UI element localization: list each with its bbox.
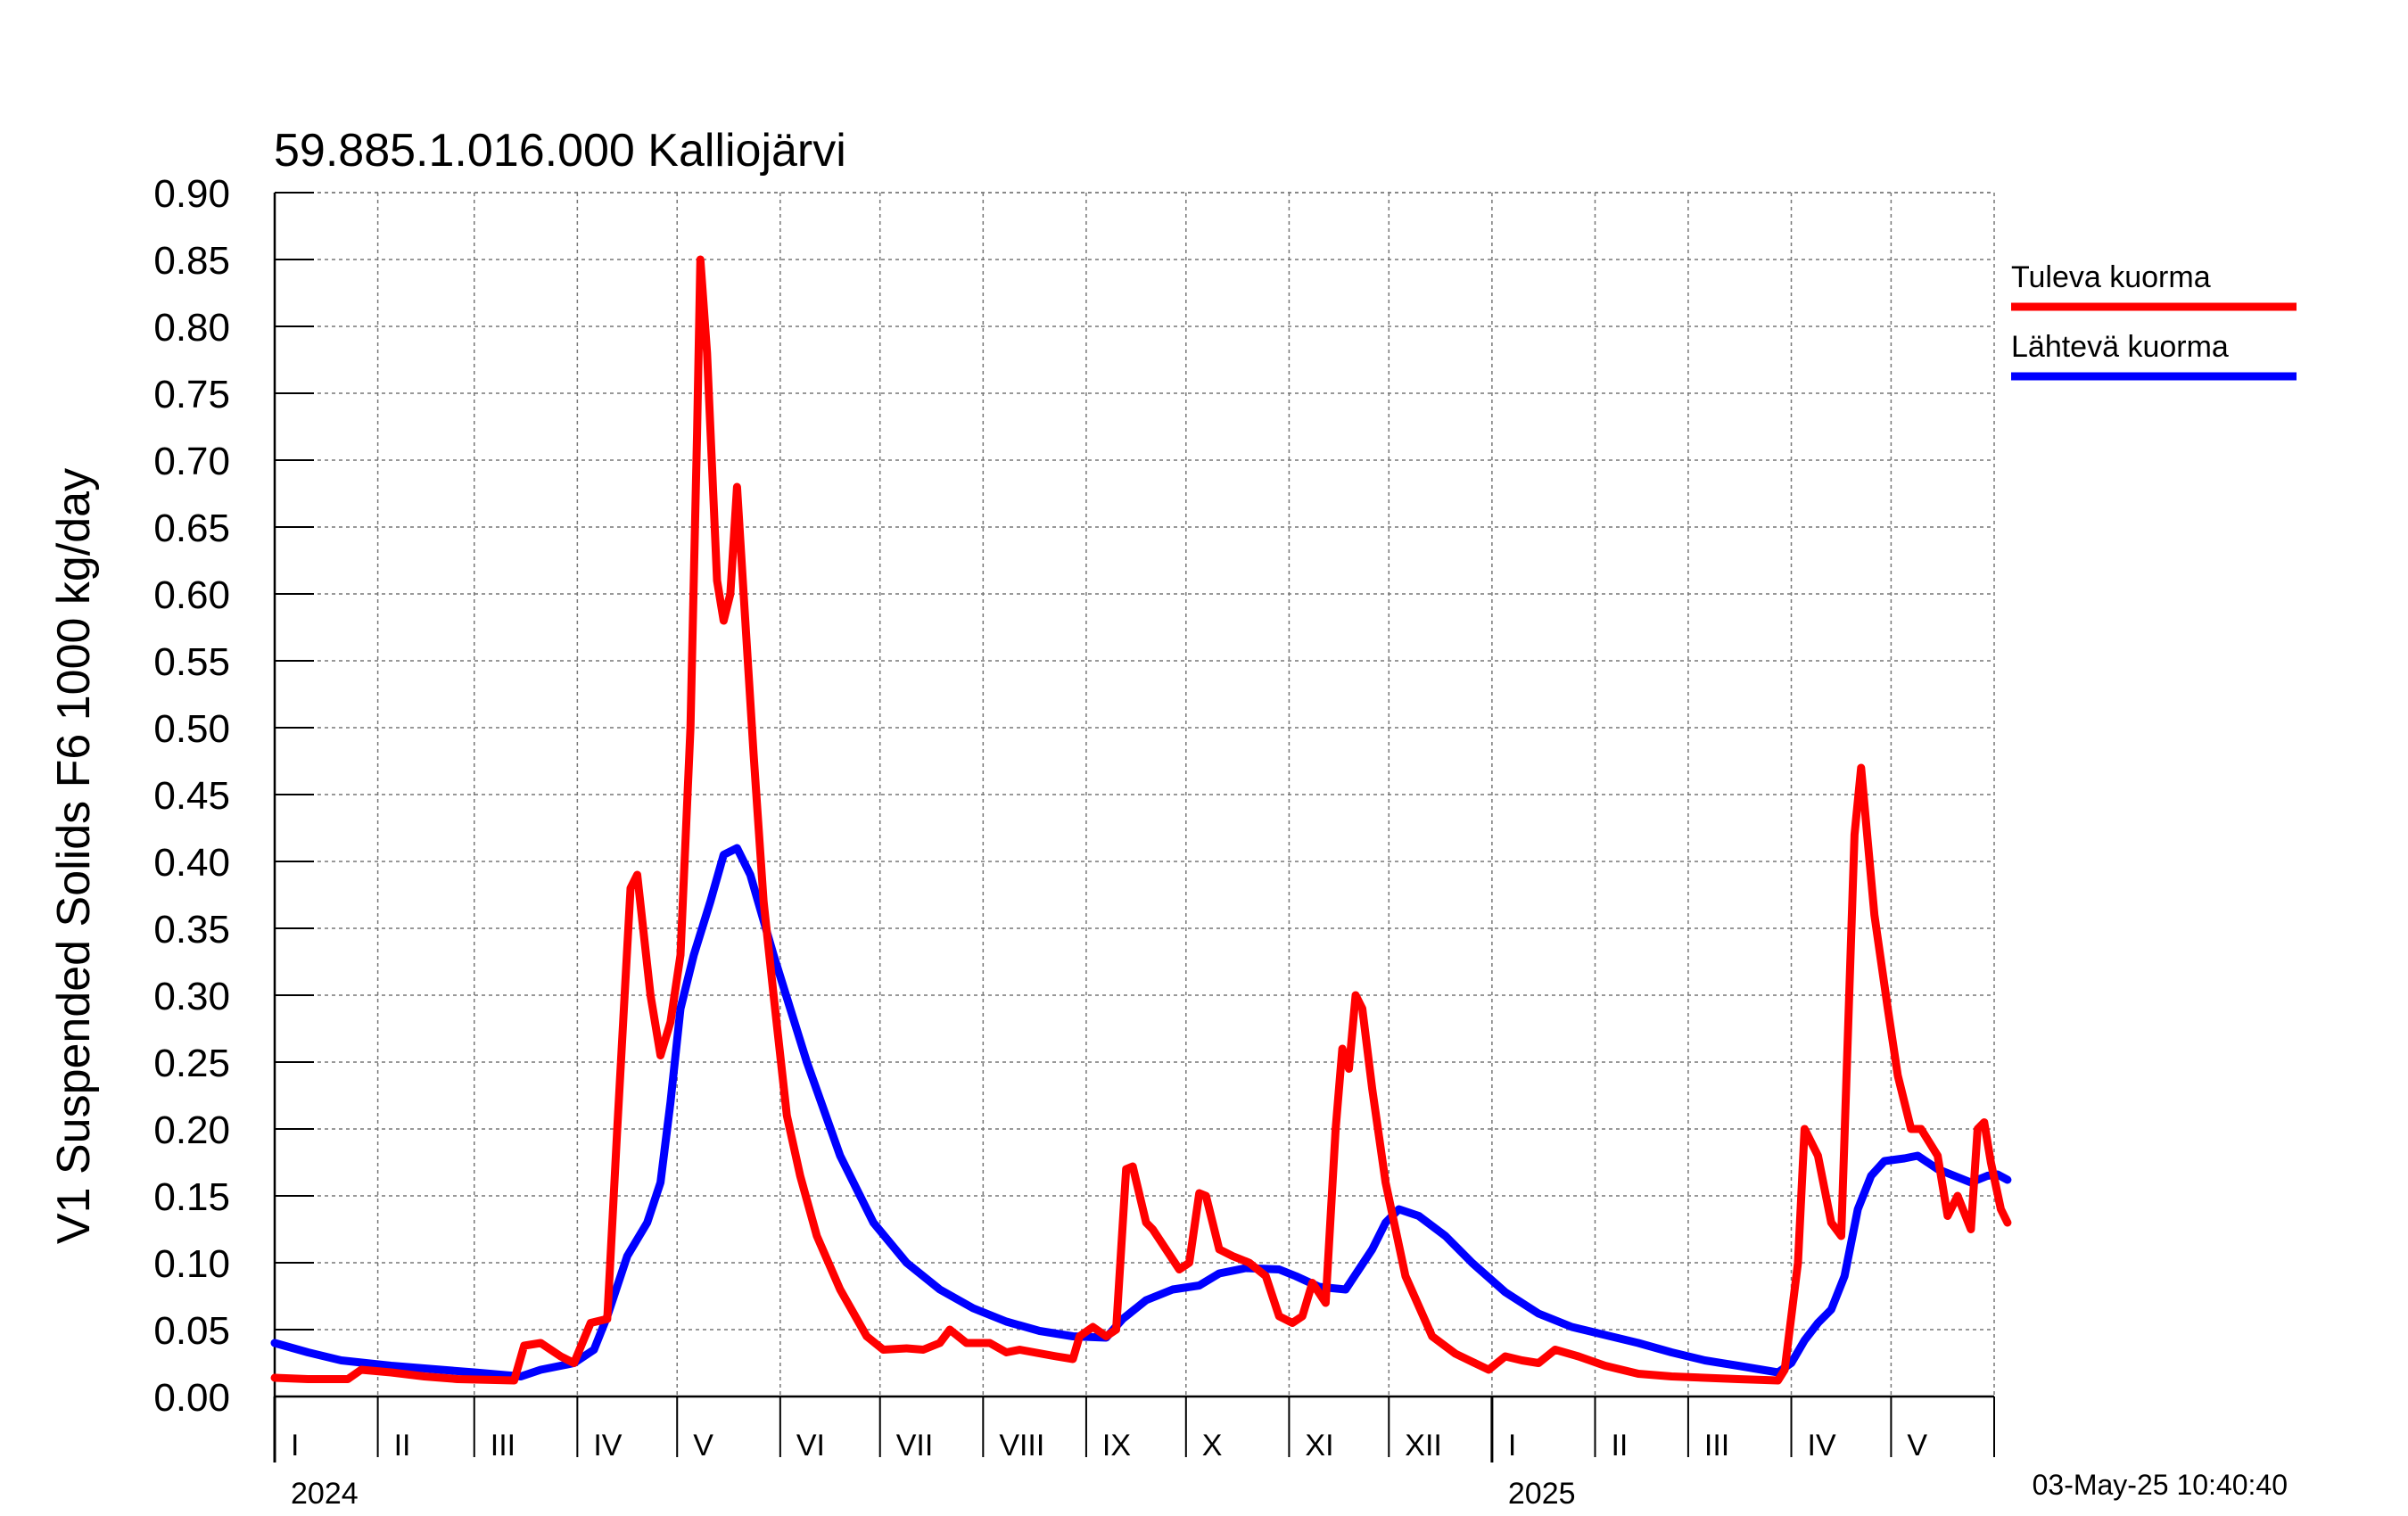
month-label: IX <box>1102 1429 1131 1462</box>
y-tick-label: 0.40 <box>153 841 230 885</box>
year-label: 2025 <box>1508 1477 1576 1511</box>
y-tick-label: 0.70 <box>153 440 230 483</box>
legend: Tuleva kuorma Lähtevä kuorma <box>2011 260 2297 381</box>
year-label: 2024 <box>291 1477 359 1511</box>
y-tick-label: 0.60 <box>153 573 230 617</box>
y-tick-label: 0.90 <box>153 172 230 216</box>
grid-lines <box>275 192 1995 1397</box>
month-label: VI <box>796 1429 825 1462</box>
month-label: V <box>693 1429 713 1462</box>
y-tick-label: 0.75 <box>153 373 230 416</box>
y-tick-label: 0.85 <box>153 239 230 283</box>
series-line-tuleva-kuorma <box>270 255 2012 1385</box>
y-tick-label: 0.25 <box>153 1042 230 1085</box>
timestamp: 03-May-25 10:40:40 <box>2033 1469 2288 1501</box>
month-label: I <box>291 1429 299 1462</box>
y-tick-label: 0.35 <box>153 908 230 952</box>
chart-title: 59.885.1.016.000 Kalliojärvi <box>274 125 846 177</box>
month-label: V <box>1907 1429 1927 1462</box>
y-tick-label: 0.45 <box>153 774 230 818</box>
month-label: II <box>1611 1429 1628 1462</box>
month-label: I <box>1508 1429 1516 1462</box>
month-label: VII <box>896 1429 934 1462</box>
month-label: X <box>1202 1429 1223 1462</box>
y-tick-label: 0.00 <box>153 1376 230 1420</box>
series-line-lähtevä-kuorma <box>270 844 2012 1380</box>
y-tick-label: 0.55 <box>153 640 230 684</box>
y-tick-label: 0.20 <box>153 1108 230 1152</box>
month-label: IV <box>593 1429 622 1462</box>
y-tick-label: 0.65 <box>153 507 230 550</box>
axes <box>273 192 1995 1462</box>
y-tick-label: 0.80 <box>153 306 230 350</box>
y-tick-labels: 0.00 0.05 0.10 0.15 0.20 0.25 0.30 0.35 0.40 0.45… <box>153 172 230 1420</box>
month-label: IV <box>1808 1429 1836 1462</box>
series-lines <box>270 255 2012 1385</box>
y-tick-label: 0.30 <box>153 975 230 1018</box>
y-tick-label: 0.05 <box>153 1309 230 1353</box>
legend-label: Tuleva kuorma <box>2011 260 2211 294</box>
month-label: II <box>394 1429 411 1462</box>
y-tick-label: 0.50 <box>153 707 230 751</box>
y-tick-label: 0.15 <box>153 1175 230 1219</box>
month-label: III <box>1704 1429 1729 1462</box>
y-axis-label: V1 Suspended Solids F6 1000 kg/day <box>48 468 100 1244</box>
legend-label: Lähtevä kuorma <box>2011 330 2229 364</box>
month-label: VIII <box>999 1429 1044 1462</box>
y-tick-label: 0.10 <box>153 1242 230 1286</box>
month-label: III <box>491 1429 515 1462</box>
month-label: XII <box>1405 1429 1442 1462</box>
month-label: XI <box>1305 1429 1333 1462</box>
